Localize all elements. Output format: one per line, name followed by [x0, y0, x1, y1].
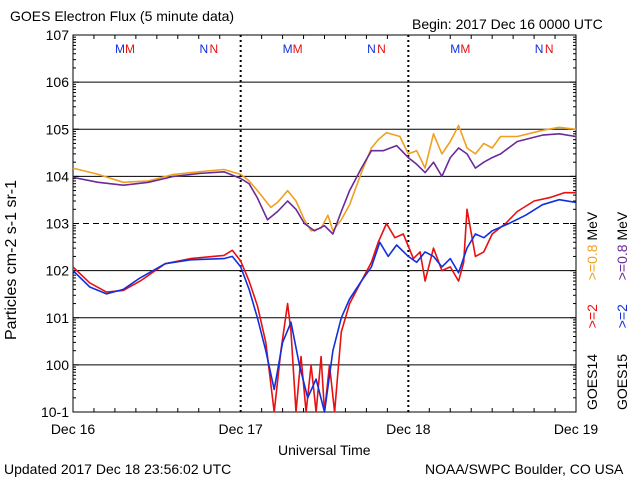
begin-date: Begin: 2017 Dec 16 0000 UTC	[412, 16, 603, 32]
legend-goes15-2mev: >=2	[614, 304, 630, 329]
series-line-2	[72, 191, 576, 413]
marker-n: N	[367, 42, 376, 56]
marker-m: M	[293, 42, 303, 56]
y-tick-label: 104	[46, 168, 70, 184]
legend-goes14-label: GOES14	[584, 353, 600, 410]
series-line-0	[72, 124, 577, 232]
marker-n: N	[535, 42, 544, 56]
y-tick-label: 100	[46, 357, 70, 373]
marker-n: N	[377, 42, 386, 56]
legend-goes15: GOES15 >=2 >=0.8 MeV	[614, 212, 630, 410]
y-tick-label: 101	[46, 310, 70, 326]
y-tick-label: 10-1	[41, 404, 69, 420]
x-tick-label: Dec 18	[386, 421, 431, 437]
x-tick-label: Dec 17	[218, 421, 263, 437]
marker-m: M	[460, 42, 470, 56]
marker-m: M	[450, 42, 460, 56]
legend-goes15-label: GOES15	[614, 353, 630, 410]
marker-n: N	[545, 42, 554, 56]
legend-goes14-2mev: >=2	[584, 304, 600, 329]
legend-goes14-08mev: >=0.8	[584, 244, 600, 281]
series-line-3	[72, 198, 577, 413]
x-axis-label: Universal Time	[278, 442, 371, 458]
y-axis-label: Particles cm-2 s-1 sr-1	[3, 179, 20, 340]
series-line-1	[72, 133, 577, 235]
y-tick-label: 107	[46, 27, 70, 43]
marker-m: M	[283, 42, 293, 56]
legend-goes15-08mev: >=0.8	[614, 244, 630, 281]
marker-m: M	[115, 42, 125, 56]
marker-n: N	[210, 42, 219, 56]
updated-timestamp: Updated 2017 Dec 18 23:56:02 UTC	[4, 461, 232, 477]
legend-goes14: GOES14 >=2 >=0.8 MeV	[584, 212, 600, 410]
y-tick-label: 105	[46, 121, 70, 137]
y-tick-label: 106	[46, 74, 70, 90]
marker-n: N	[199, 42, 208, 56]
y-tick-label: 103	[46, 216, 70, 232]
chart-title: GOES Electron Flux (5 minute data)	[10, 8, 235, 24]
x-tick-label: Dec 19	[554, 421, 599, 437]
marker-m: M	[125, 42, 135, 56]
noaa-credit: NOAA/SWPC Boulder, CO USA	[425, 461, 624, 477]
x-tick-label: Dec 16	[51, 421, 96, 437]
legend-unit: MeV	[614, 211, 630, 241]
legend-unit: MeV	[584, 211, 600, 241]
y-tick-label: 102	[46, 263, 70, 279]
